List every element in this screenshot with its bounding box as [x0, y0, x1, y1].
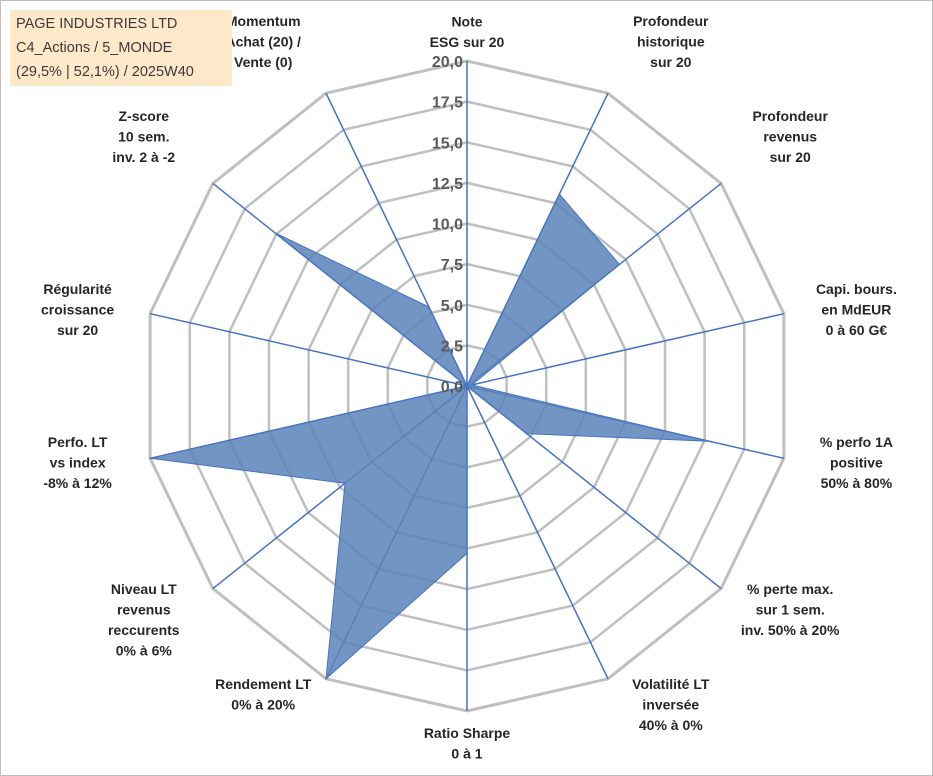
tick-label: 15,0: [432, 135, 463, 152]
category-label: en MdEUR: [821, 302, 891, 318]
company-name: PAGE INDUSTRIES LTD: [16, 16, 178, 32]
category-label: Rendement LT: [215, 676, 312, 692]
radar-category-labels: Note ESG sur 20 Profondeur historique sur 20…: [41, 13, 897, 762]
category-label: sur 20: [650, 54, 691, 70]
category-label: Profondeur: [633, 13, 709, 29]
category-label: historique: [637, 34, 705, 50]
radar-series: [149, 193, 711, 681]
data-point-9: [344, 482, 346, 485]
category-label: 0 à 1: [451, 746, 482, 762]
category-label: positive: [830, 454, 883, 470]
category-label: 40% à 0%: [639, 717, 703, 733]
category-label: Volatilité LT: [632, 676, 710, 692]
category-label: % perte max.: [747, 581, 833, 597]
info-box: PAGE INDUSTRIES LTD C4_Actions / 5_MONDE…: [10, 10, 232, 86]
category-label: Note: [451, 14, 482, 30]
category-label: Capi. bours.: [816, 281, 897, 297]
category-path: C4_Actions / 5_MONDE: [16, 40, 173, 56]
data-point-4: [708, 440, 711, 443]
data-point-10: [149, 457, 151, 460]
category-label: 0% à 6%: [116, 642, 173, 658]
tick-label: 7,5: [441, 257, 463, 274]
category-label: revenus: [117, 601, 171, 617]
category-label: inversée: [642, 697, 699, 713]
axis-spoke-11: [149, 312, 468, 387]
category-label: % perfo 1A: [820, 434, 893, 450]
tick-label: 20,0: [432, 54, 463, 71]
category-label: inv. 2 à -2: [112, 149, 175, 165]
data-point-7: [466, 552, 468, 555]
category-label: sur 1 sem.: [756, 601, 825, 617]
tick-label: 10,0: [432, 217, 463, 234]
data-point-2: [618, 263, 621, 266]
category-label: Achat (20) /: [225, 34, 301, 50]
category-label: revenus: [763, 129, 817, 145]
category-label: Régularité: [43, 281, 112, 297]
category-label: 10 sem.: [118, 129, 169, 145]
tick-label: 0,0: [441, 379, 463, 396]
category-label: 0 à 60 G€: [826, 322, 888, 338]
tick-label: 2,5: [441, 338, 463, 355]
tick-label: 5,0: [441, 298, 463, 315]
category-label: vs index: [50, 454, 106, 470]
category-label: sur 20: [770, 149, 811, 165]
data-point-5: [525, 432, 528, 435]
category-label: 50% à 80%: [821, 475, 893, 491]
data-point-1: [558, 193, 561, 195]
category-label: Niveau LT: [111, 581, 177, 597]
category-label: Vente (0): [234, 54, 292, 70]
axis-spoke-6: [466, 385, 609, 680]
data-point-13: [428, 306, 430, 308]
data-point-8: [325, 678, 327, 680]
axis-spoke-3: [466, 312, 785, 387]
category-label: 0% à 20%: [231, 697, 295, 713]
score-stats: (29,5% | 52,1%) / 2025W40: [16, 64, 194, 80]
tick-label: 12,5: [432, 176, 463, 193]
radar-tick-labels: 0,0 2,5 5,0 7,5 10,0 12,5 15,0 17,5 20,0: [432, 54, 463, 396]
tick-label: 17,5: [432, 95, 463, 112]
category-label: ESG sur 20: [430, 34, 505, 50]
category-label: inv. 50% à 20%: [741, 622, 840, 638]
category-label: Perfo. LT: [48, 434, 108, 450]
category-label: Ratio Sharpe: [424, 725, 511, 741]
category-label: sur 20: [57, 322, 98, 338]
data-point-12: [274, 232, 277, 234]
category-label: -8% à 12%: [43, 475, 112, 491]
data-point-3: [471, 384, 473, 386]
category-label: reccurents: [108, 622, 180, 638]
category-label: Z-score: [119, 108, 170, 124]
category-label: Profondeur: [752, 108, 828, 124]
category-label: Momentum: [226, 13, 301, 29]
category-label: croissance: [41, 302, 114, 318]
data-point-11: [466, 385, 468, 387]
